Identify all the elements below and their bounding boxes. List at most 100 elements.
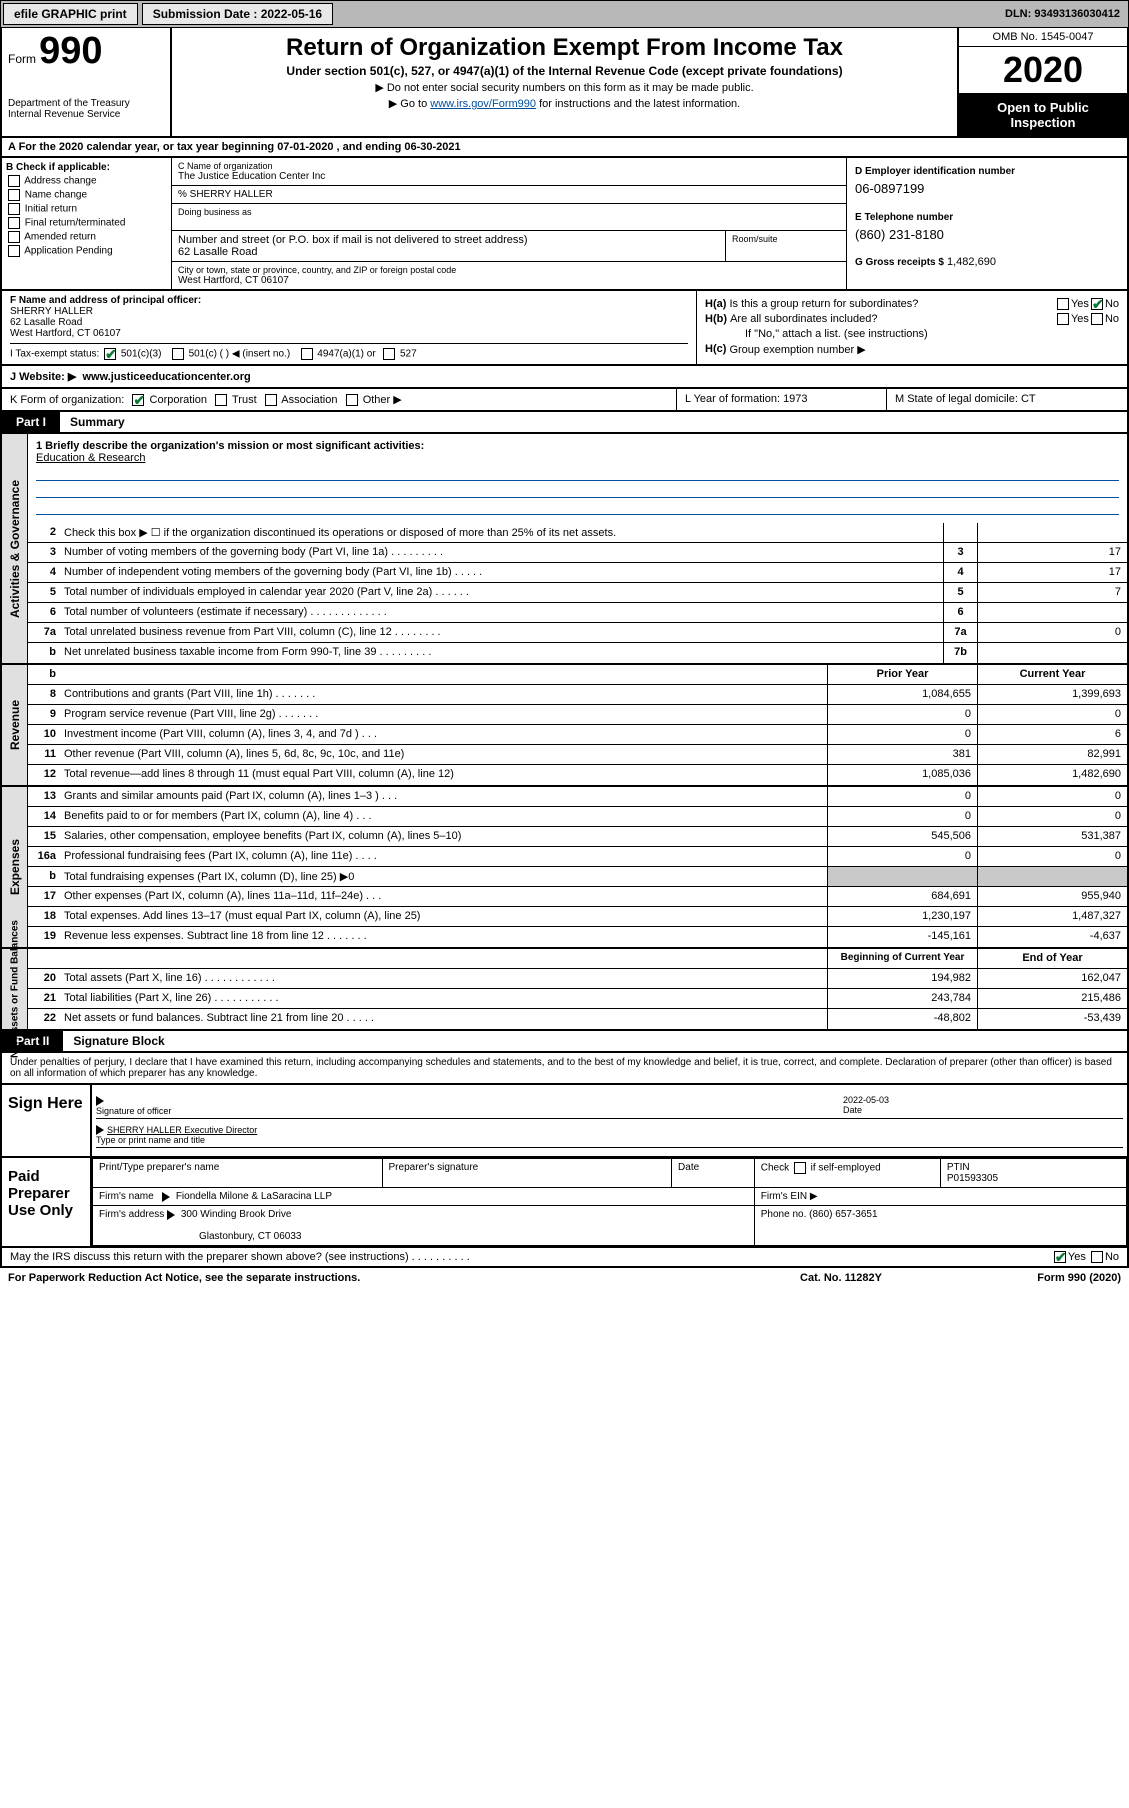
irs-link[interactable]: www.irs.gov/Form990	[430, 98, 536, 110]
current-year-header: Current Year	[977, 665, 1127, 684]
firm-phone: (860) 657-3651	[809, 1209, 877, 1220]
line-3: 3Number of voting members of the governi…	[28, 543, 1127, 563]
form-subtitle: Under section 501(c), 527, or 4947(a)(1)…	[180, 64, 949, 78]
revenue-section: Revenue bPrior YearCurrent Year 8Contrib…	[0, 665, 1129, 787]
chk-address-change[interactable]: Address change	[6, 175, 167, 187]
line-14: 14Benefits paid to or for members (Part …	[28, 807, 1127, 827]
line-7a: 7aTotal unrelated business revenue from …	[28, 623, 1127, 643]
box-b-label: B Check if applicable:	[6, 162, 167, 173]
chk-initial-return[interactable]: Initial return	[6, 203, 167, 215]
row-j: J Website: ▶ www.justiceeducationcenter.…	[0, 366, 1129, 389]
chk-association[interactable]	[265, 394, 277, 406]
chk-self-employed[interactable]	[794, 1162, 806, 1174]
org-name-label: C Name of organization	[178, 161, 840, 171]
chk-other[interactable]	[346, 394, 358, 406]
sig-date-label: Date	[843, 1105, 862, 1115]
line-16a: 16aProfessional fundraising fees (Part I…	[28, 847, 1127, 867]
discuss-yes[interactable]	[1054, 1251, 1066, 1263]
line-5: 5Total number of individuals employed in…	[28, 583, 1127, 603]
chk-trust[interactable]	[215, 394, 227, 406]
hc-text: Group exemption number ▶	[729, 343, 865, 356]
arrow-icon	[162, 1192, 170, 1202]
discuss-no[interactable]	[1091, 1251, 1103, 1263]
hb-no[interactable]	[1091, 313, 1103, 325]
header-note2: ▶ Go to www.irs.gov/Form990 for instruct…	[180, 97, 949, 110]
chk-final-return[interactable]: Final return/terminated	[6, 217, 167, 229]
chk-application-pending[interactable]: Application Pending	[6, 245, 167, 257]
block-b: B Check if applicable: Address change Na…	[0, 158, 1129, 291]
street-label: Number and street (or P.O. box if mail i…	[178, 234, 719, 246]
phone-label: E Telephone number	[855, 212, 1119, 223]
header-note1: ▶ Do not enter social security numbers o…	[180, 81, 949, 94]
paid-preparer-row: Paid Preparer Use Only Print/Type prepar…	[0, 1158, 1129, 1248]
line-8: 8Contributions and grants (Part VIII, li…	[28, 685, 1127, 705]
side-expenses: Expenses	[8, 839, 22, 895]
hb-note: If "No," attach a list. (see instruction…	[705, 328, 1119, 340]
side-governance: Activities & Governance	[8, 480, 22, 618]
sign-here-label: Sign Here	[2, 1085, 92, 1156]
paid-preparer-label: Paid Preparer Use Only	[2, 1158, 92, 1246]
street-address: 62 Lasalle Road	[178, 246, 719, 258]
line-18: 18Total expenses. Add lines 13–17 (must …	[28, 907, 1127, 927]
chk-corporation[interactable]	[132, 394, 144, 406]
officer-label: F Name and address of principal officer:	[10, 295, 688, 306]
cat-no: Cat. No. 11282Y	[741, 1272, 941, 1284]
firm-addr1: 300 Winding Brook Drive	[181, 1209, 292, 1220]
chk-501c[interactable]	[172, 348, 184, 360]
line-12: 12Total revenue—add lines 8 through 11 (…	[28, 765, 1127, 785]
chk-501c3[interactable]	[104, 348, 116, 360]
line-b: bTotal fundraising expenses (Part IX, co…	[28, 867, 1127, 887]
department-label: Department of the Treasury Internal Reve…	[8, 98, 164, 120]
sig-officer-label: Signature of officer	[96, 1106, 171, 1116]
line-13: 13Grants and similar amounts paid (Part …	[28, 787, 1127, 807]
side-netassets: Net Assets or Fund Balances	[9, 920, 20, 1058]
line-19: 19Revenue less expenses. Subtract line 1…	[28, 927, 1127, 947]
line-9: 9Program service revenue (Part VIII, lin…	[28, 705, 1127, 725]
dln-label: DLN: 93493136030412	[997, 8, 1128, 20]
efile-button[interactable]: efile GRAPHIC print	[3, 3, 138, 25]
firm-addr2: Glastonbury, CT 06033	[99, 1231, 301, 1242]
row-i-label: I Tax-exempt status:	[10, 349, 99, 360]
chk-527[interactable]	[383, 348, 395, 360]
signature-declaration: Under penalties of perjury, I declare th…	[0, 1053, 1129, 1085]
care-of: % SHERRY HALLER	[178, 189, 840, 200]
ptin-value: P01593305	[947, 1173, 998, 1184]
officer-name: SHERRY HALLER	[10, 306, 688, 317]
firm-name: Fiondella Milone & LaSaracina LLP	[176, 1191, 332, 1202]
irs-discuss-row: May the IRS discuss this return with the…	[0, 1248, 1129, 1268]
submission-date-button[interactable]: Submission Date : 2022-05-16	[142, 3, 333, 25]
org-name: The Justice Education Center Inc	[178, 171, 840, 182]
part2-header: Part II Signature Block	[0, 1031, 1129, 1053]
line-15: 15Salaries, other compensation, employee…	[28, 827, 1127, 847]
footer-line: For Paperwork Reduction Act Notice, see …	[0, 1268, 1129, 1288]
pra-notice: For Paperwork Reduction Act Notice, see …	[8, 1272, 741, 1284]
line-10: 10Investment income (Part VIII, column (…	[28, 725, 1127, 745]
dba-label: Doing business as	[178, 207, 840, 217]
row-k: K Form of organization: Corporation Trus…	[0, 389, 1129, 412]
irs-discuss-text: May the IRS discuss this return with the…	[10, 1251, 1052, 1263]
line-20: 20Total assets (Part X, line 16) . . . .…	[28, 969, 1127, 989]
arrow-icon	[167, 1210, 175, 1220]
eoy-header: End of Year	[977, 949, 1127, 968]
formation-year: 1973	[783, 393, 807, 405]
chk-amended-return[interactable]: Amended return	[6, 231, 167, 243]
tax-year: 2020	[959, 47, 1127, 94]
block-f: F Name and address of principal officer:…	[0, 291, 1129, 366]
sig-date: 2022-05-03	[843, 1095, 889, 1105]
ha-yes[interactable]	[1057, 298, 1069, 310]
form-header: Form 990 Department of the Treasury Inte…	[0, 28, 1129, 138]
ha-no[interactable]	[1091, 298, 1103, 310]
sig-name: SHERRY HALLER Executive Director	[107, 1125, 257, 1135]
topbar: efile GRAPHIC print Submission Date : 20…	[0, 0, 1129, 28]
netassets-section: Net Assets or Fund Balances Beginning of…	[0, 949, 1129, 1031]
period-line: A For the 2020 calendar year, or tax yea…	[0, 138, 1129, 158]
chk-name-change[interactable]: Name change	[6, 189, 167, 201]
line-b: bNet unrelated business taxable income f…	[28, 643, 1127, 663]
arrow-icon	[96, 1096, 104, 1106]
hb-yes[interactable]	[1057, 313, 1069, 325]
sig-name-label: Type or print name and title	[96, 1135, 205, 1145]
gross-value: 1,482,690	[947, 256, 996, 268]
suite-label: Room/suite	[726, 231, 846, 261]
chk-4947[interactable]	[301, 348, 313, 360]
ein-label: D Employer identification number	[855, 166, 1119, 177]
